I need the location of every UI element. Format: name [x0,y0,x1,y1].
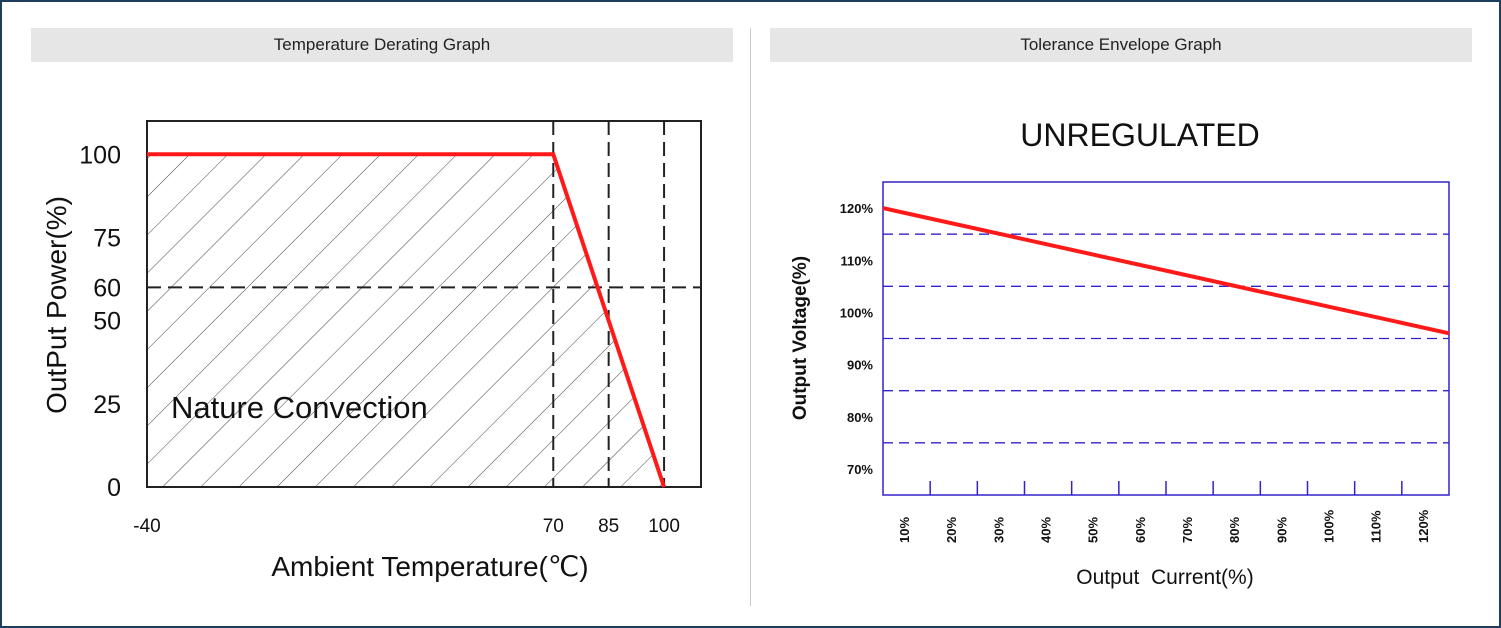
chart1-plot-frame [146,120,702,488]
chart2-x-tick-label: 40% [1038,517,1053,543]
chart2-x-tick-label: 70% [1180,517,1195,543]
chart1-x-tick-label: 70 [543,516,564,537]
chart1-y-tick-label: 50 [93,308,121,336]
chart2-y-tick-label: 70% [847,462,873,477]
chart2-y-tick-label: 120% [840,201,874,216]
chart2-y-tick-label: 110% [840,253,873,268]
chart1-x-tick-label: 85 [598,516,619,537]
chart2-series-line [882,206,1450,336]
right-panel-title: Tolerance Envelope Graph [770,28,1472,62]
chart1-x-tick-label: -40 [133,516,160,537]
left-panel-title: Temperature Derating Graph [31,28,733,62]
chart1-y-axis-label: OutPut Power(%) [41,196,72,414]
chart2-y-tick-label: 80% [847,410,873,425]
chart2-x-tick-label: 80% [1227,517,1242,543]
chart2-title: UNREGULATED [1020,117,1259,153]
chart2-x-tick-label: 20% [944,517,959,543]
chart2-x-tick-label: 100% [1321,509,1336,543]
chart2-x-tick-label: 90% [1274,517,1289,543]
chart2-x-tick-label: 10% [897,517,912,543]
chart1-annotation: Nature Convection [171,390,428,425]
chart1-y-tick-label: 75 [93,224,121,252]
chart2-x-tick-label: 50% [1086,517,1101,543]
chart1-x-axis-label: Ambient Temperature(℃) [271,551,588,582]
chart1-y-tick-label: 0 [107,474,121,502]
chart1-x-tick-label: 100 [648,516,680,537]
chart2-y-tick-label: 90% [847,358,873,373]
chart2-x-tick-label: 60% [1133,517,1148,543]
chart1-series-line [147,152,666,488]
chart2-x-tick-label: 110% [1369,510,1384,543]
chart2-x-axis-label: Output Current(%) [1076,566,1253,589]
chart2-x-tick-label: 120% [1416,509,1431,543]
chart1-y-tick-label: 60 [93,274,121,302]
chart2-y-tick-label: 100% [840,305,874,320]
chart1-hatched-region [147,154,665,488]
panel-divider [750,28,751,606]
chart1-y-tick-label: 25 [93,391,121,419]
chart2-x-tick-label: 30% [991,517,1006,543]
chart2-y-axis-label: Output Voltage(%) [790,256,811,420]
chart1-y-tick-label: 100 [79,141,121,169]
